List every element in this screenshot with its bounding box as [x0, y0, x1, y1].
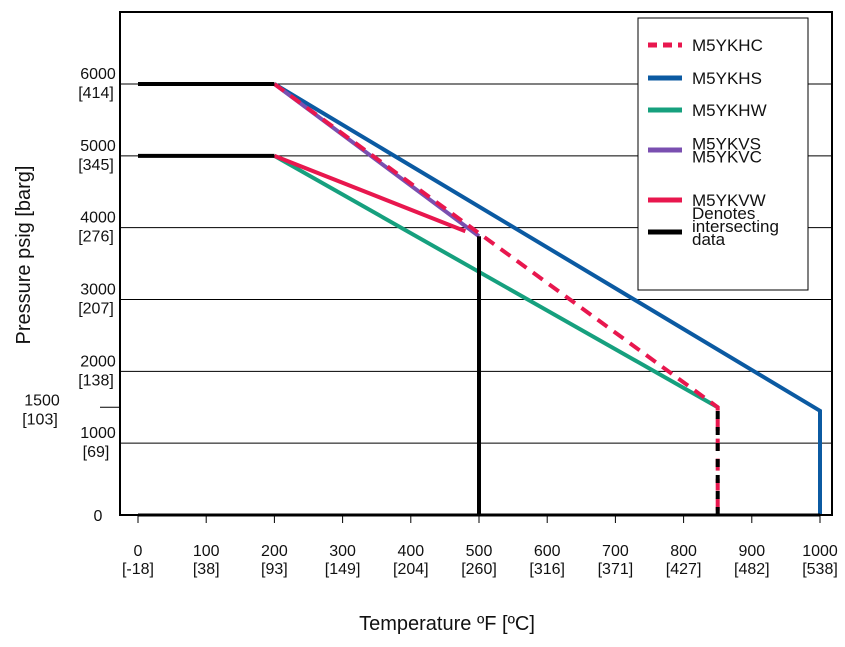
y-tick-sublabel: [345]	[78, 157, 114, 174]
y-extra-tick-label: 1500	[24, 392, 60, 409]
x-tick-label: 400	[397, 543, 424, 560]
x-tick-sublabel: [38]	[193, 561, 220, 578]
legend-box	[637, 17, 809, 291]
series-line-m5ykvw	[273, 153, 467, 234]
x-tick-sublabel: [371]	[598, 561, 634, 578]
y-tick-label: 5000	[80, 138, 116, 155]
x-tick-label: 0	[134, 543, 143, 560]
x-tick-sublabel: [482]	[734, 561, 770, 578]
x-tick-label: 200	[261, 543, 288, 560]
legend-label: M5YKHC	[692, 36, 763, 55]
legend-label: M5YKVW	[692, 191, 766, 210]
y-tick-sublabel: [138]	[78, 372, 114, 389]
x-tick-sublabel: [-18]	[122, 561, 154, 578]
legend-label: data	[692, 230, 726, 249]
y-axis-label: Pressure psig [barg]	[13, 166, 35, 345]
x-tick-label: 300	[329, 543, 356, 560]
y-tick-sublabel: [69]	[83, 444, 110, 461]
x-tick-label: 600	[534, 543, 561, 560]
y-tick-label: 4000	[80, 210, 116, 227]
x-tick-label: 1000	[802, 543, 838, 560]
x-tick-sublabel: [427]	[666, 561, 702, 578]
plot-frame	[119, 11, 833, 516]
x-tick-sublabel: [538]	[802, 561, 838, 578]
series-line-m5ykhs	[273, 82, 822, 515]
legend-label: M5YKVS	[692, 135, 761, 154]
x-axis-label: Temperature ºF [ºC]	[359, 613, 535, 635]
series-line-m5ykhw	[273, 154, 719, 409]
y-tick-label: 1000	[80, 425, 116, 442]
x-tick-label: 500	[466, 543, 493, 560]
y-tick-label: 0	[94, 508, 103, 525]
y-tick-label: 6000	[80, 66, 116, 83]
y-tick-sublabel: [207]	[78, 301, 114, 318]
y-extra-tick-sublabel: [103]	[22, 411, 58, 428]
x-tick-sublabel: [316]	[529, 561, 565, 578]
x-tick-sublabel: [93]	[261, 561, 288, 578]
x-tick-label: 100	[193, 543, 220, 560]
x-tick-label: 900	[738, 543, 765, 560]
axis-layer: 01000[69]2000[138]3000[207]4000[276]5000…	[22, 11, 838, 578]
y-tick-sublabel: [276]	[78, 229, 114, 246]
y-tick-sublabel: [414]	[78, 85, 114, 102]
legend-label: Denotes	[692, 204, 755, 223]
legend-label: M5YKVC	[692, 148, 762, 167]
legend-label: intersecting	[692, 217, 779, 236]
y-tick-label: 3000	[80, 282, 116, 299]
x-tick-sublabel: [260]	[461, 561, 497, 578]
x-tick-label: 700	[602, 543, 629, 560]
legend-label: M5YKHW	[692, 101, 767, 120]
x-tick-sublabel: [204]	[393, 561, 429, 578]
x-tick-label: 800	[670, 543, 697, 560]
x-tick-sublabel: [149]	[325, 561, 361, 578]
legend-label: M5YKHS	[692, 69, 762, 88]
y-tick-label: 2000	[80, 353, 116, 370]
